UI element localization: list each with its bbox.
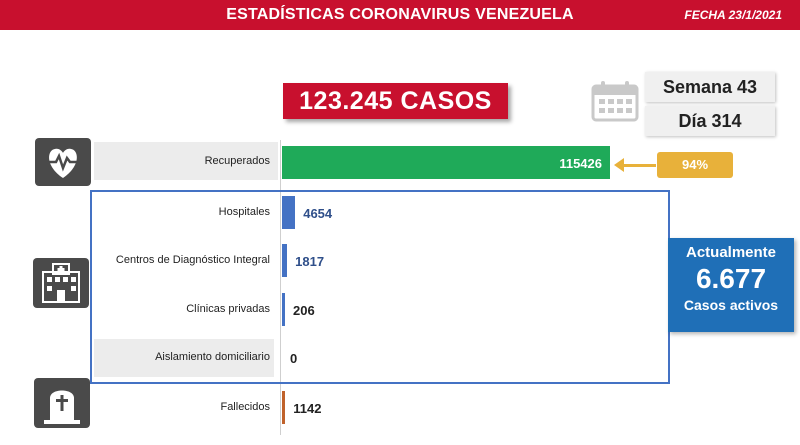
percent-arrowhead [614,158,624,172]
bar-cdi [282,244,288,277]
week-counter: Semana 43 [645,72,775,102]
active-cases-subtitle: Casos activos [683,297,779,313]
active-cases-panel: Actualmente 6.677 Casos activos [668,238,794,332]
category-label-home-isolation: Aislamiento domiciliario [155,351,270,363]
active-cases-number: 6.677 [695,263,767,294]
category-label-hospitals: Hospitales [218,206,270,218]
calendar-icon [590,80,640,122]
recovered-percent-badge: 94% [657,152,733,178]
bar-value-hospitals: 4654 [303,206,333,221]
bar-private-clinics [282,293,285,326]
percent-arrow [620,164,656,167]
day-counter: Día 314 [645,106,775,136]
bar-deaths [282,391,286,424]
header-bar [0,0,800,30]
active-cases-title: Actualmente [685,244,777,261]
page-title: ESTADÍSTICAS CORONAVIRUS VENEZUELA [226,6,574,23]
tombstone-icon [34,378,90,428]
category-label-recovered: Recuperados [204,155,270,167]
chart-axis [280,140,281,435]
total-cases-badge: 123.245 CASOS [283,83,508,119]
category-label-cdi: Centros de Diagnóstico Integral [115,254,270,266]
bar-value-cdi: 1817 [295,254,325,269]
row-band-home-isolation [94,339,274,377]
bar-value-private-clinics: 206 [293,303,315,318]
category-label-private-clinics: Clínicas privadas [186,303,270,315]
bar-recovered [282,146,610,179]
bar-value-deaths: 1142 [293,401,322,416]
bar-value-recovered: 115426 [559,156,602,171]
hospital-icon [33,258,89,308]
bar-value-home-isolation: 0 [290,351,298,366]
category-label-deaths: Fallecidos [220,401,270,413]
row-band-recovered [94,142,278,180]
heart-pulse-icon [35,138,91,186]
bar-hospitals [282,196,296,229]
report-date: FECHA 23/1/2021 [684,8,782,22]
